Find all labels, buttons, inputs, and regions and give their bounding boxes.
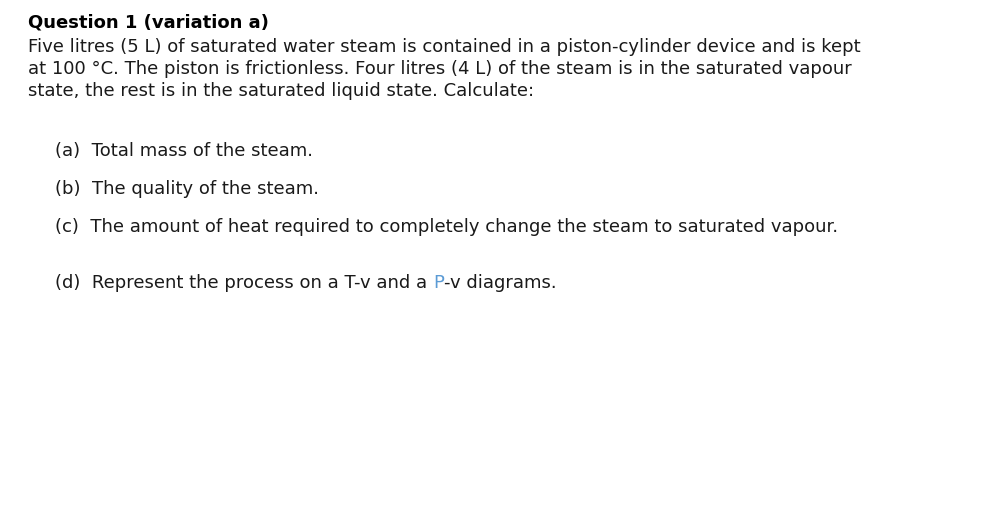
Text: at 100 °C. The piston is frictionless. Four litres (4 L) of the steam is in the : at 100 °C. The piston is frictionless. F…	[28, 60, 852, 78]
Text: Question 1 (variation a): Question 1 (variation a)	[28, 14, 268, 32]
Text: (d)  Represent the process on a T-v and a: (d) Represent the process on a T-v and a	[55, 274, 432, 292]
Text: -v diagrams.: -v diagrams.	[443, 274, 557, 292]
Text: (b)  The quality of the steam.: (b) The quality of the steam.	[55, 180, 319, 198]
Text: state, the rest is in the saturated liquid state. Calculate:: state, the rest is in the saturated liqu…	[28, 82, 534, 100]
Text: P: P	[432, 274, 443, 292]
Text: (c)  The amount of heat required to completely change the steam to saturated vap: (c) The amount of heat required to compl…	[55, 218, 838, 236]
Text: Five litres (5 L) of saturated water steam is contained in a piston-cylinder dev: Five litres (5 L) of saturated water ste…	[28, 38, 861, 56]
Text: (a)  Total mass of the steam.: (a) Total mass of the steam.	[55, 142, 313, 160]
